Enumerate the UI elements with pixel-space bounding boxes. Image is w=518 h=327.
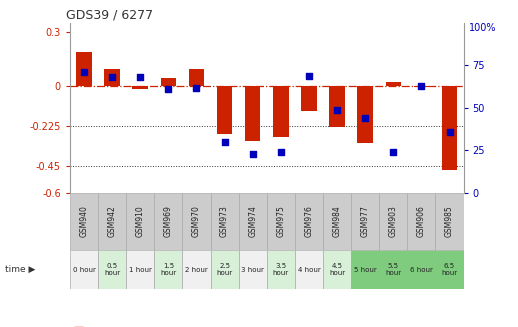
Bar (239, 193, 267, 250)
Text: 1.5
hour: 1.5 hour (160, 263, 177, 276)
Bar (329, 86, 345, 127)
Bar (436, 250, 464, 289)
Bar (273, 86, 289, 137)
Text: 4.5
hour: 4.5 hour (329, 263, 345, 276)
Text: GSM985: GSM985 (445, 206, 454, 237)
Bar (267, 250, 295, 289)
Text: 4 hour: 4 hour (297, 267, 320, 273)
Bar (126, 193, 154, 250)
Point (418, 83, 426, 88)
Point (249, 151, 257, 156)
Text: GSM977: GSM977 (361, 206, 370, 237)
Text: 0 hour: 0 hour (73, 267, 95, 273)
Point (192, 85, 200, 90)
Text: GSM976: GSM976 (305, 206, 313, 237)
Text: 5.5
hour: 5.5 hour (385, 263, 401, 276)
Bar (323, 193, 351, 250)
Point (361, 115, 369, 121)
Bar (379, 250, 407, 289)
Bar (189, 69, 204, 86)
Text: 3 hour: 3 hour (241, 267, 264, 273)
Bar (385, 82, 401, 86)
Bar (301, 86, 316, 111)
Bar (98, 250, 126, 289)
Bar (436, 193, 464, 250)
Point (136, 75, 145, 80)
Bar (154, 250, 182, 289)
Bar (161, 78, 176, 86)
Point (333, 107, 341, 112)
Point (164, 87, 172, 92)
Bar (442, 86, 457, 170)
Text: GSM974: GSM974 (248, 206, 257, 237)
Point (389, 149, 397, 155)
Text: 6 hour: 6 hour (410, 267, 433, 273)
Text: GSM906: GSM906 (417, 206, 426, 237)
Bar (323, 250, 351, 289)
Text: GSM984: GSM984 (333, 206, 341, 237)
Text: 0.5
hour: 0.5 hour (104, 263, 120, 276)
Bar (210, 250, 239, 289)
Bar (351, 193, 379, 250)
Text: GSM903: GSM903 (389, 206, 398, 237)
Bar (210, 193, 239, 250)
Bar (105, 69, 120, 86)
Text: GSM969: GSM969 (164, 206, 173, 237)
Bar (245, 86, 261, 141)
Bar (70, 193, 98, 250)
Text: GSM942: GSM942 (108, 206, 117, 237)
Point (221, 139, 229, 145)
Text: 6.5
hour: 6.5 hour (441, 263, 457, 276)
Bar (414, 86, 429, 87)
Bar (70, 250, 98, 289)
Bar (295, 193, 323, 250)
Bar (133, 86, 148, 89)
Text: 3.5
hour: 3.5 hour (273, 263, 289, 276)
Bar (239, 250, 267, 289)
Text: 2 hour: 2 hour (185, 267, 208, 273)
Text: time ▶: time ▶ (5, 265, 36, 274)
Point (445, 129, 454, 134)
Text: 100%: 100% (469, 23, 497, 33)
Bar (98, 193, 126, 250)
Text: GSM975: GSM975 (276, 206, 285, 237)
Text: GSM973: GSM973 (220, 206, 229, 237)
Bar (407, 250, 436, 289)
Bar (267, 193, 295, 250)
Bar (357, 86, 373, 143)
Text: 2.5
hour: 2.5 hour (217, 263, 233, 276)
Bar (295, 250, 323, 289)
Bar (126, 250, 154, 289)
Bar (407, 193, 436, 250)
Text: GSM940: GSM940 (79, 206, 89, 237)
Point (108, 75, 116, 80)
Bar (182, 250, 210, 289)
Bar (379, 193, 407, 250)
Bar (76, 52, 92, 86)
Bar (217, 86, 232, 134)
Text: 5 hour: 5 hour (354, 267, 377, 273)
Text: GSM910: GSM910 (136, 206, 145, 237)
Bar (182, 193, 210, 250)
Point (80, 70, 88, 75)
Bar (351, 250, 379, 289)
Text: GDS39 / 6277: GDS39 / 6277 (66, 9, 153, 22)
Point (305, 73, 313, 78)
Text: 1 hour: 1 hour (129, 267, 152, 273)
Text: GSM970: GSM970 (192, 206, 201, 237)
Bar (154, 193, 182, 250)
Point (277, 149, 285, 155)
